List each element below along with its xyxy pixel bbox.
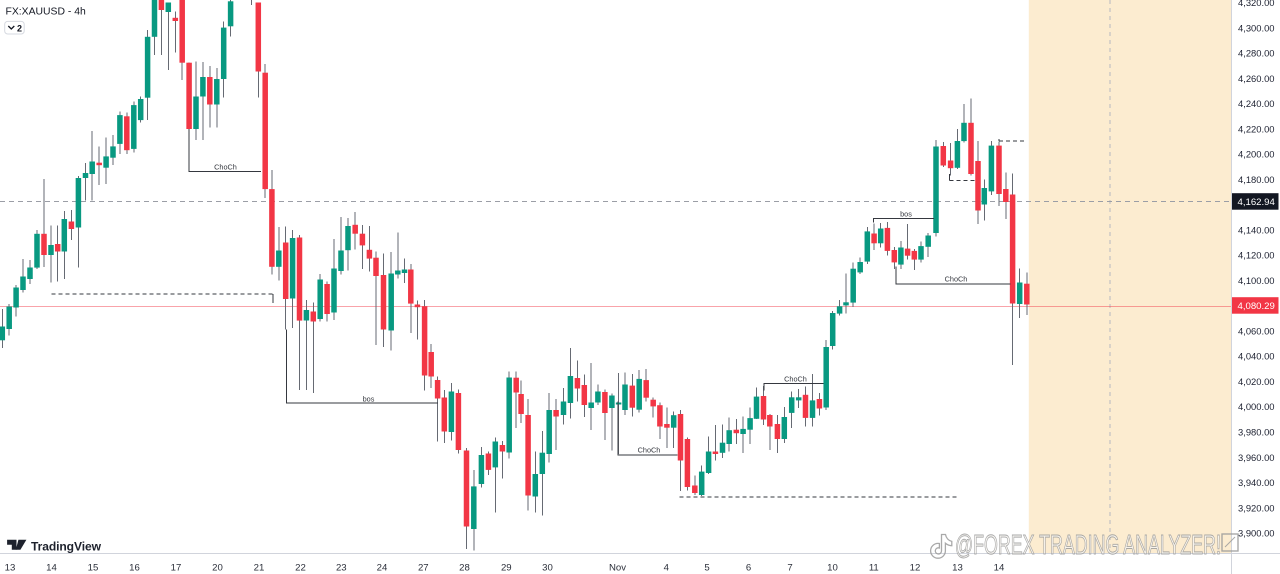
svg-text:TradingView: TradingView: [31, 540, 102, 554]
svg-text:4,060.00: 4,060.00: [1238, 325, 1275, 336]
svg-text:@FOREX TRADING ANALYZER!: @FOREX TRADING ANALYZER!: [955, 529, 1221, 560]
svg-text:4,180.00: 4,180.00: [1238, 174, 1275, 185]
svg-text:3,900.00: 3,900.00: [1238, 528, 1275, 539]
svg-text:17: 17: [171, 563, 182, 574]
svg-text:2: 2: [17, 24, 22, 34]
svg-text:11: 11: [869, 563, 879, 574]
svg-text:ChoCh: ChoCh: [945, 275, 968, 284]
svg-text:12: 12: [910, 563, 921, 574]
svg-text:28: 28: [459, 563, 470, 574]
svg-text:10: 10: [827, 563, 838, 574]
svg-text:4,300.00: 4,300.00: [1238, 22, 1275, 33]
svg-text:bos: bos: [363, 394, 375, 403]
svg-text:ChoCh: ChoCh: [638, 446, 661, 455]
svg-text:4,220.00: 4,220.00: [1238, 123, 1275, 134]
svg-text:4,280.00: 4,280.00: [1238, 48, 1275, 59]
svg-text:bos: bos: [900, 210, 912, 219]
svg-text:20: 20: [212, 563, 223, 574]
svg-text:15: 15: [88, 563, 99, 574]
svg-text:23: 23: [336, 563, 347, 574]
svg-text:4,260.00: 4,260.00: [1238, 73, 1275, 84]
svg-text:24: 24: [377, 563, 388, 574]
svg-text:4,100.00: 4,100.00: [1238, 275, 1275, 286]
svg-text:14: 14: [994, 563, 1005, 574]
svg-text:ChoCh: ChoCh: [214, 163, 237, 172]
svg-text:4,040.00: 4,040.00: [1238, 351, 1275, 362]
svg-text:4,200.00: 4,200.00: [1238, 149, 1275, 160]
svg-text:3,960.00: 3,960.00: [1238, 452, 1275, 463]
svg-text:4,020.00: 4,020.00: [1238, 376, 1275, 387]
svg-text:4,140.00: 4,140.00: [1238, 224, 1275, 235]
svg-text:4,120.00: 4,120.00: [1238, 250, 1275, 261]
svg-text:4,320.00: 4,320.00: [1238, 0, 1275, 8]
svg-text:16: 16: [129, 563, 140, 574]
svg-text:4,240.00: 4,240.00: [1238, 98, 1275, 109]
svg-text:7: 7: [787, 563, 792, 574]
svg-text:3,940.00: 3,940.00: [1238, 477, 1275, 488]
svg-text:4: 4: [664, 563, 670, 574]
svg-text:4,080.29: 4,080.29: [1238, 301, 1275, 312]
svg-text:FX:XAUUSD - 4h: FX:XAUUSD - 4h: [6, 7, 86, 18]
svg-text:13: 13: [952, 563, 963, 574]
svg-text:30: 30: [542, 563, 553, 574]
svg-text:27: 27: [418, 563, 429, 574]
svg-text:14: 14: [46, 563, 57, 574]
svg-text:3,920.00: 3,920.00: [1238, 502, 1275, 513]
svg-text:ChoCh: ChoCh: [784, 375, 807, 384]
svg-text:4,000.00: 4,000.00: [1238, 401, 1275, 412]
svg-text:21: 21: [254, 563, 265, 574]
svg-text:3,980.00: 3,980.00: [1238, 427, 1275, 438]
svg-text:Nov: Nov: [609, 563, 626, 574]
svg-text:6: 6: [746, 563, 751, 574]
svg-text:22: 22: [295, 563, 306, 574]
svg-text:4,162.94: 4,162.94: [1238, 197, 1276, 208]
svg-text:29: 29: [501, 563, 512, 574]
svg-text:5: 5: [704, 563, 709, 574]
svg-text:13: 13: [5, 563, 16, 574]
